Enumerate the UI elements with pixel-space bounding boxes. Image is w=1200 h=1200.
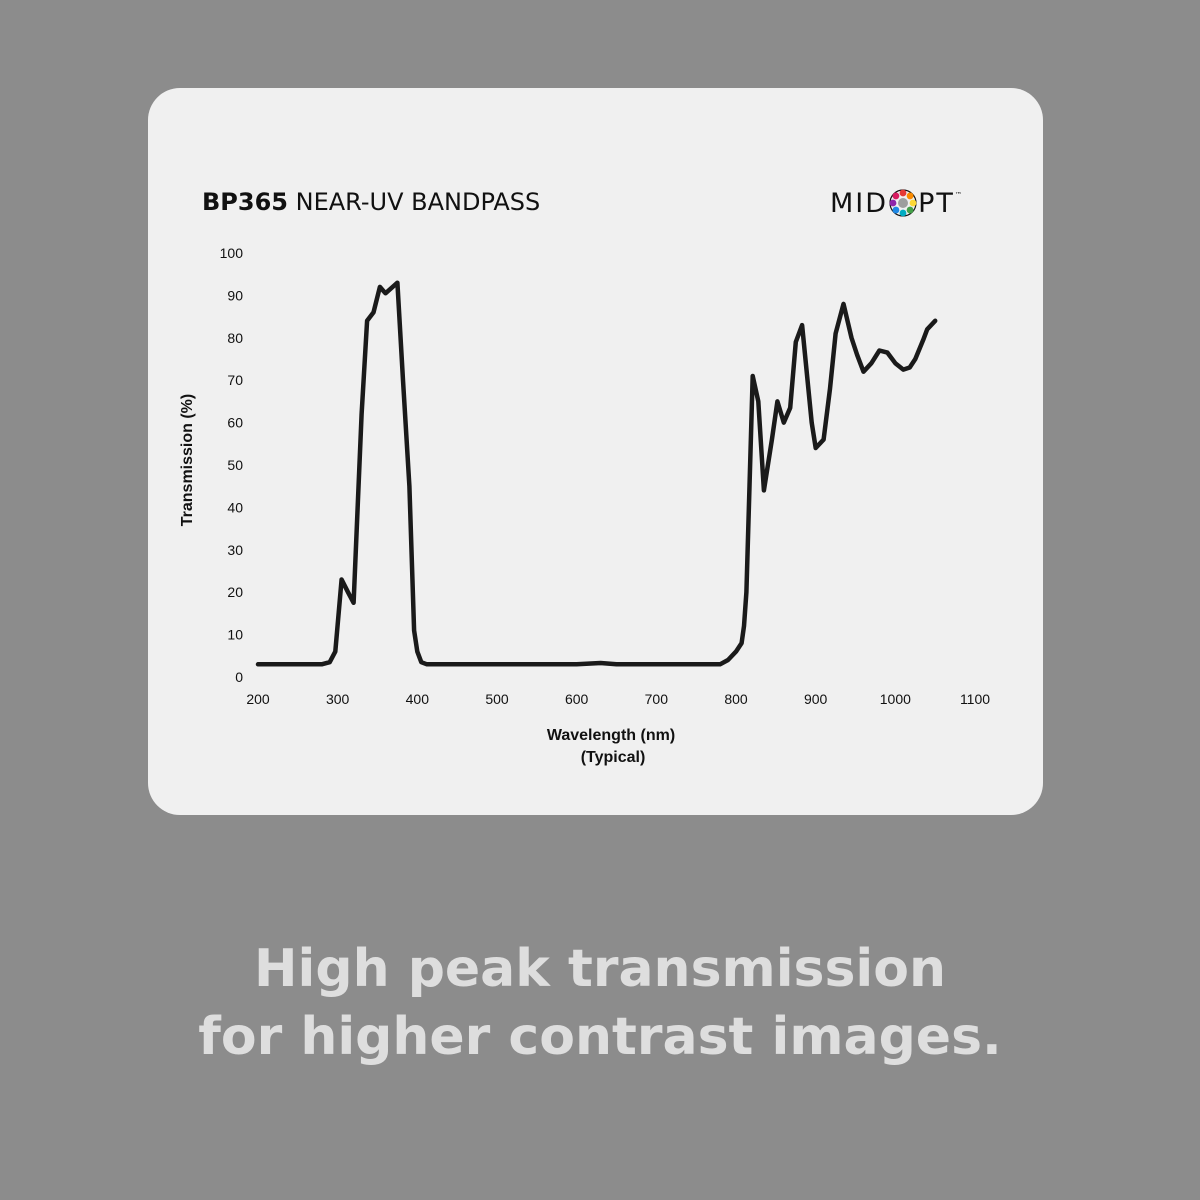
x-tick-label: 500 [485,691,509,707]
x-tick-label: 300 [326,691,350,707]
y-tick-labels: 0 10 20 30 40 50 60 70 80 90 100 [220,245,244,685]
chart-title-name: NEAR-UV BANDPASS [295,188,541,216]
x-tick-label: 1000 [880,691,911,707]
tagline-line-1: High peak transmission [254,939,946,999]
y-tick-label: 50 [227,457,243,473]
chart-title: BP365 NEAR-UV BANDPASS [202,188,540,216]
y-tick-label: 70 [227,372,243,388]
logo-text-right: PT [918,187,955,219]
midopt-logo: MID PT ™ [830,187,962,219]
series-line [255,280,938,667]
x-tick-labels: 200 300 400 500 600 700 800 900 1000 1100 [246,691,990,707]
tagline-line-2: for higher contrast images. [198,1007,1002,1067]
y-tick-label: 100 [220,245,244,261]
logo-trademark: ™ [954,191,962,199]
x-axis-label: Wavelength (nm) [547,727,675,744]
x-tick-label: 200 [246,691,270,707]
y-tick-label: 60 [227,415,243,431]
y-axis-label: Transmission (%) [179,394,196,526]
y-tick-label: 10 [227,627,243,643]
tagline: High peak transmission for higher contra… [0,935,1200,1071]
x-tick-label: 1100 [960,691,990,707]
y-tick-label: 90 [227,287,243,303]
color-wheel-icon [889,189,917,217]
y-tick-label: 0 [235,669,243,685]
logo-text-left: MID [830,187,889,219]
x-tick-label: 700 [645,691,669,707]
x-axis-sublabel: (Typical) [581,749,646,766]
y-tick-label: 80 [227,330,243,346]
y-tick-label: 30 [227,542,243,558]
y-tick-label: 40 [227,499,243,515]
y-tick-label: 20 [227,584,243,600]
chart-title-code: BP365 [202,188,288,216]
x-tick-label: 900 [804,691,828,707]
x-tick-label: 600 [565,691,589,707]
x-tick-label: 800 [724,691,748,707]
x-tick-label: 400 [406,691,430,707]
